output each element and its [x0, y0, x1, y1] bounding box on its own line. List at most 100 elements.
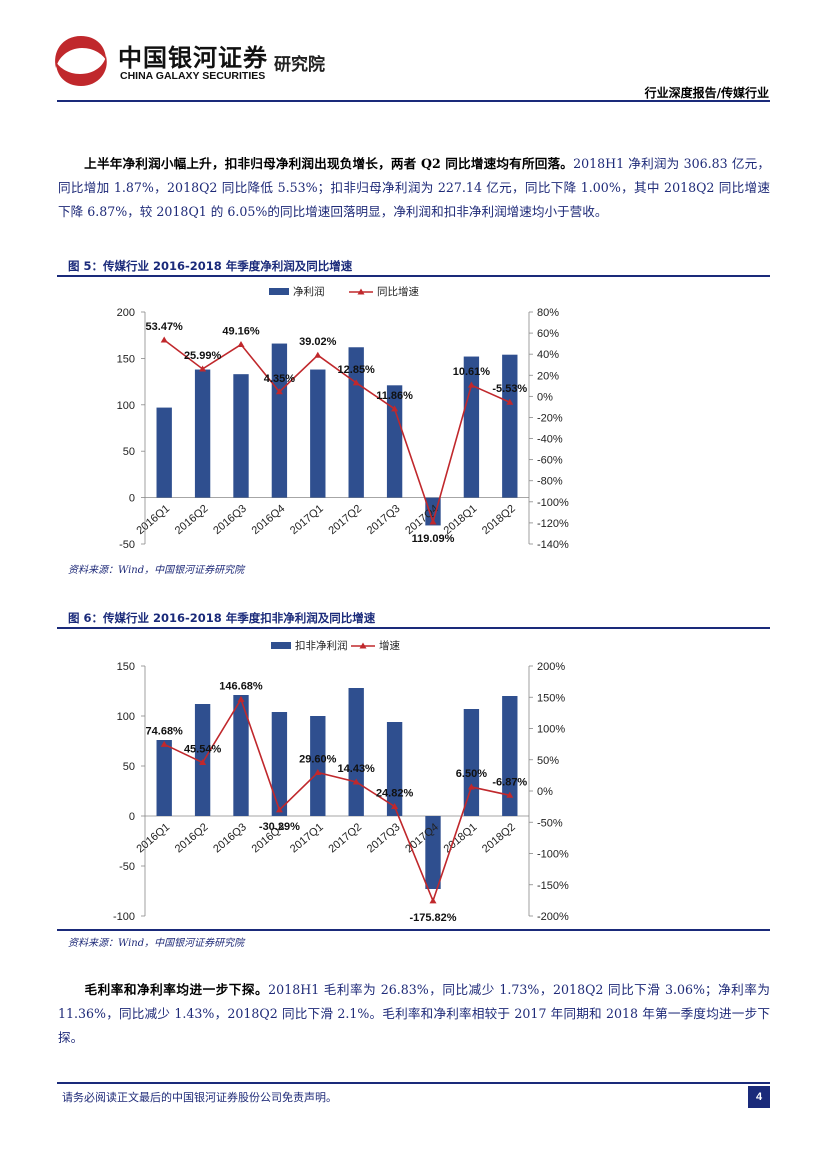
right-axis-tick-label: 80%	[537, 307, 559, 319]
category-label: 2016Q3	[211, 821, 249, 855]
growth-line	[163, 339, 511, 525]
growth-data-label: 24.82%	[376, 788, 414, 800]
growth-data-label: 29.60%	[299, 754, 337, 766]
growth-data-label: 146.68%	[219, 680, 263, 692]
bar-mark	[425, 497, 441, 526]
category-label: 2017Q3	[365, 503, 403, 537]
right-axis-tick-label: 200%	[537, 661, 565, 673]
growth-point	[429, 897, 437, 904]
growth-point	[352, 778, 360, 785]
left-axis-tick-label: -100	[113, 911, 135, 923]
figure6-title: 图 6：传媒行业 2016-2018 年季度扣非净利润及同比增速	[68, 611, 376, 625]
right-axis-tick-label: -150%	[537, 880, 569, 892]
bar-mark	[463, 709, 480, 816]
right-axis-tick-label: 100%	[537, 724, 565, 736]
left-axis-tick-label: -50	[119, 861, 135, 873]
category-label: 2016Q1	[134, 821, 172, 855]
bar-mark	[233, 374, 249, 498]
legend-line-label: 同比增速	[377, 285, 419, 298]
logo-chinese-name: 中国银河证券	[118, 44, 268, 72]
bar-mark	[310, 716, 326, 816]
right-axis-tick-label: -140%	[537, 539, 569, 551]
growth-point	[506, 791, 514, 798]
right-axis-tick-label: -20%	[537, 412, 563, 424]
growth-data-label: 14.43%	[338, 763, 376, 775]
figure5-top-rule	[57, 275, 770, 277]
growth-point	[314, 351, 322, 358]
legend-bar-label: 扣非净利润	[295, 639, 348, 652]
growth-data-label: 6.50%	[456, 768, 487, 780]
growth-point	[429, 518, 437, 525]
logo-institute: 研究院	[274, 55, 325, 75]
category-label: 2016Q3	[211, 503, 249, 537]
bar-mark	[194, 369, 211, 498]
growth-data-label: 11.86%	[376, 390, 413, 402]
growth-point	[199, 365, 207, 372]
bar-mark	[310, 369, 326, 498]
category-label: 2017Q1	[288, 503, 326, 537]
legend-bar-label: 净利润	[293, 285, 325, 298]
footer-rule	[57, 1082, 770, 1084]
growth-point	[352, 379, 360, 386]
paragraph-lead: 上半年净利润小幅上升，扣非归母净利润出现负增长，两者 Q2 同比增速均有所回落。	[84, 156, 574, 171]
category-label: 2018Q1	[442, 503, 480, 537]
left-axis-tick-label: 50	[123, 446, 135, 458]
growth-data-label: 119.09%	[412, 533, 455, 545]
growth-point	[160, 336, 168, 343]
legend-line-label: 增速	[379, 639, 400, 652]
growth-point	[314, 769, 322, 775]
figure5-chart: 净利润 同比增速 -50 0 50 100 150 200 -140% -120% -100% -80…	[117, 285, 569, 551]
category-label: 2017Q3	[365, 821, 403, 855]
right-axis-tick-label: 0%	[537, 786, 553, 798]
page-number: 4	[748, 1086, 770, 1108]
growth-point	[160, 740, 168, 747]
growth-data-label: 10.61%	[453, 366, 491, 378]
growth-data-label: -30.29%	[259, 821, 300, 833]
right-axis-tick-label: -60%	[537, 455, 563, 467]
growth-data-label: 4.35%	[264, 373, 295, 385]
growth-data-label: -6.87%	[492, 776, 527, 788]
legend-line-marker	[359, 642, 367, 649]
right-axis-tick-label: -100%	[537, 497, 569, 509]
right-axis-tick-label: -120%	[537, 518, 569, 530]
left-axis-tick-label: 150	[117, 661, 135, 673]
left-axis-tick-label: 0	[129, 811, 135, 823]
right-axis-tick-label: -50%	[537, 817, 563, 829]
category-label: 2016Q1	[134, 503, 172, 537]
paragraph-body: 2018H1 毛利率为 26.83%，同比减少 1.73%，2018Q2 同比下…	[58, 982, 771, 1045]
growth-data-label: -175.82%	[409, 912, 456, 924]
right-axis-tick-label: 150%	[537, 692, 565, 704]
figure5-title: 图 5：传媒行业 2016-2018 年季度净利润及同比增速	[68, 259, 353, 273]
left-axis-tick-label: 50	[123, 761, 135, 773]
logo-english-name: CHINA GALAXY SECURITIES	[120, 70, 266, 82]
figure5-source: 资料来源：Wind，中国银河证券研究院	[68, 565, 245, 576]
bar-mark	[271, 343, 288, 498]
galaxy-logo-icon	[55, 36, 107, 86]
growth-point	[467, 381, 475, 388]
legend-line-marker	[357, 288, 365, 295]
left-axis-tick-label: -50	[119, 539, 135, 551]
bar-mark	[271, 712, 288, 816]
bar-mark	[463, 356, 480, 498]
figure6-bottom-rule	[57, 929, 770, 931]
paragraph-margins: 毛利率和净利率均进一步下探。2018H1 毛利率为 26.83%，同比减少 1.…	[58, 978, 770, 1050]
bar-mark	[386, 722, 403, 816]
paragraph-body: 2018H1 净利润为 306.83 亿元，同比增加 1.87%，2018Q2 …	[58, 156, 770, 219]
right-axis-tick-label: 40%	[537, 349, 559, 361]
category-label: 2018Q2	[480, 821, 518, 855]
growth-line	[163, 697, 510, 904]
right-axis-tick-label: 60%	[537, 328, 559, 340]
growth-point	[506, 398, 514, 405]
growth-point	[275, 806, 283, 813]
right-axis-tick-label: -40%	[537, 434, 563, 446]
growth-point	[237, 341, 245, 348]
bar-mark	[502, 354, 518, 498]
bar-mark	[156, 740, 172, 816]
paragraph-lead: 毛利率和净利率均进一步下探。	[84, 982, 269, 997]
growth-data-label: 74.68%	[146, 725, 184, 737]
category-label: 2017Q2	[326, 503, 364, 537]
header-logo: 中国银河证券 CHINA GALAXY SECURITIES 研究院	[48, 30, 348, 92]
growth-point	[391, 405, 399, 412]
category-label: 2018Q2	[480, 503, 518, 537]
category-label: 2018Q1	[442, 821, 480, 855]
